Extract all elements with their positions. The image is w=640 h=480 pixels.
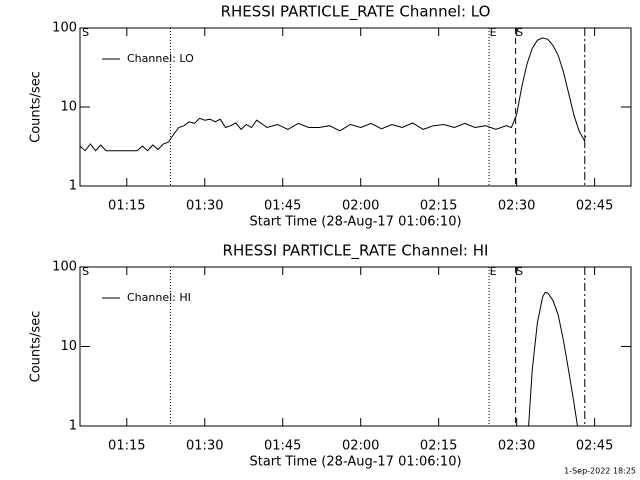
legend-label: Channel: HI	[127, 291, 191, 304]
x-tick-label: 02:00	[342, 439, 379, 454]
event-label: S	[516, 26, 523, 39]
x-tick-label: 02:45	[576, 199, 613, 214]
y-tick-label: 1	[69, 419, 77, 434]
event-label: S	[82, 265, 89, 278]
x-tick-label: 02:15	[420, 439, 457, 454]
y-tick-label: 1	[69, 179, 77, 194]
x-tick-label: 02:30	[498, 199, 535, 214]
x-tick-label: 02:00	[342, 199, 379, 214]
series-line	[528, 291, 578, 427]
x-axis-label: Start Time (28-Aug-17 01:06:10)	[249, 215, 461, 230]
x-tick-label: 02:30	[498, 439, 535, 454]
chart-title: RHESSI PARTICLE_RATE Channel: LO	[221, 3, 491, 22]
y-tick-label: 10	[60, 100, 77, 115]
event-label: E	[490, 26, 497, 39]
x-tick-label: 01:30	[186, 199, 223, 214]
x-tick-label: 01:15	[108, 199, 145, 214]
x-tick-label: 01:15	[108, 439, 145, 454]
y-tick-label: 100	[52, 260, 77, 275]
y-tick-label: 10	[60, 339, 77, 354]
y-axis-label: Counts/sec	[29, 311, 44, 383]
x-axis-label: Start Time (28-Aug-17 01:06:10)	[249, 455, 461, 470]
chart-title: RHESSI PARTICLE_RATE Channel: HI	[223, 242, 489, 261]
y-axis-label: Counts/sec	[29, 71, 44, 143]
x-tick-label: 01:45	[264, 199, 301, 214]
legend-label: Channel: LO	[127, 52, 194, 65]
x-tick-label: 01:45	[264, 439, 301, 454]
x-tick-label: 01:30	[186, 439, 223, 454]
series-line	[79, 37, 587, 152]
footer: 1-Sep-2022 18:25	[564, 467, 636, 476]
y-tick-label: 100	[52, 21, 77, 36]
x-tick-label: 02:45	[576, 439, 613, 454]
event-label: E	[490, 265, 497, 278]
event-label: S	[82, 26, 89, 39]
event-label: S	[516, 265, 523, 278]
x-tick-label: 02:15	[420, 199, 457, 214]
